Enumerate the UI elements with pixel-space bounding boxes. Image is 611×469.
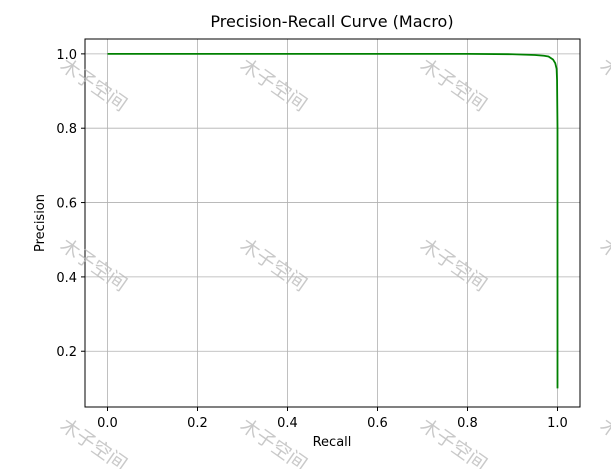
plot-frame <box>84 38 581 408</box>
series-layer <box>107 52 559 389</box>
x-tick-label: 0.6 <box>367 416 388 431</box>
watermark-text: 木子空间 <box>56 414 131 469</box>
x-axis-label: Recall <box>313 435 352 450</box>
y-tick-label: 0.8 <box>56 122 77 137</box>
x-tick-label: 0.0 <box>97 416 118 431</box>
chart-title: Precision-Recall Curve (Macro) <box>210 12 453 31</box>
watermark-text: 木子空间 <box>236 414 311 469</box>
x-tick-label: 0.8 <box>457 416 478 431</box>
watermark-text: 木子空间 <box>596 234 611 296</box>
x-tick-label: 1.0 <box>547 416 568 431</box>
y-tick-label: 0.6 <box>56 197 77 212</box>
y-axis-label: Precision <box>33 194 48 252</box>
watermark-text: 木子空间 <box>56 54 131 116</box>
y-tick-label: 0.2 <box>56 345 77 360</box>
watermark-text: 木子空间 <box>596 414 611 469</box>
y-tick-label: 0.4 <box>56 271 77 286</box>
grid-lines <box>85 39 580 407</box>
watermark-text: 木子空间 <box>596 54 611 116</box>
y-tick-label: 1.0 <box>56 48 77 63</box>
x-axis-ticks: 0.0 0.2 0.4 0.6 0.8 1.0 <box>97 407 568 431</box>
x-tick-label: 0.4 <box>277 416 298 431</box>
y-axis-ticks: 0.2 0.4 0.6 0.8 1.0 <box>56 48 85 360</box>
watermark-text: 木子空间 <box>56 234 131 296</box>
watermark-text: 木子空间 <box>236 234 311 296</box>
pr-curve-line <box>107 52 559 389</box>
watermark-text: 木子空间 <box>416 414 491 469</box>
watermark-text: 木子空间 <box>236 54 311 116</box>
watermark-text: 木子空间 <box>416 54 491 116</box>
watermark-text: 木子空间 <box>416 234 491 296</box>
x-tick-label: 0.2 <box>187 416 208 431</box>
